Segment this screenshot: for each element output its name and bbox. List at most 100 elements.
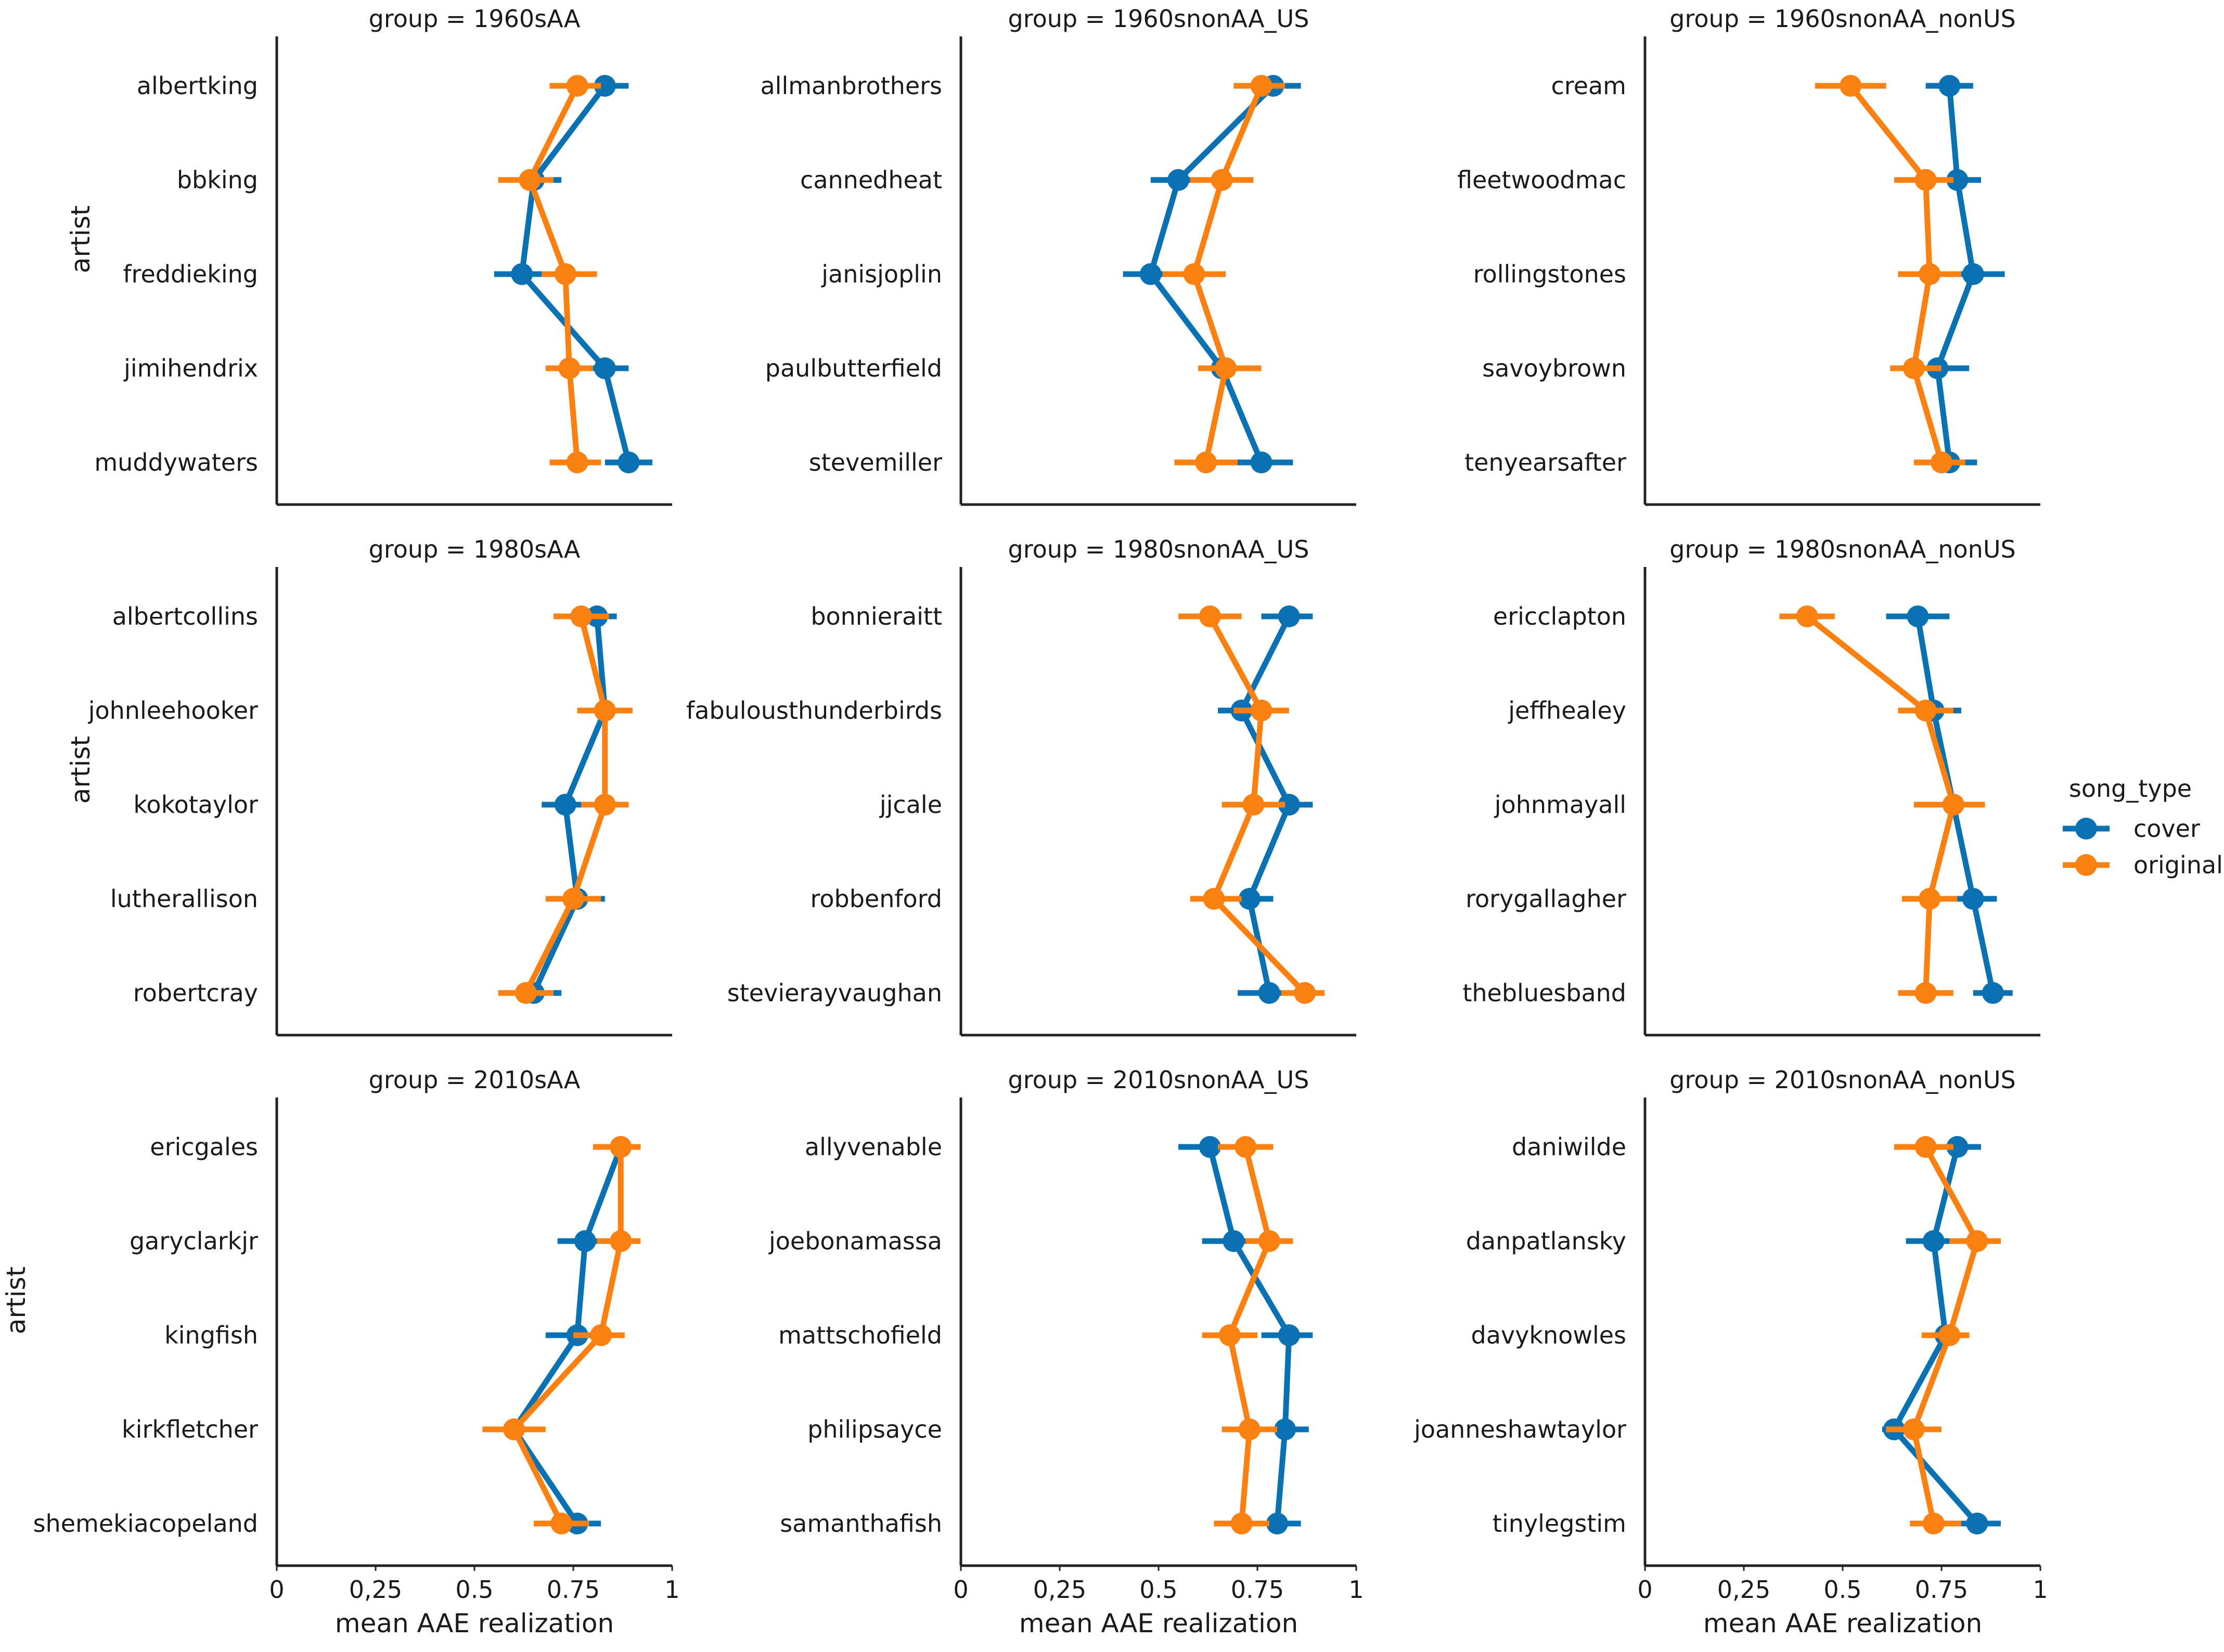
y-tick-label: kokotaylor [133, 791, 258, 819]
x-tick-label: 0.75 [1915, 1576, 1968, 1604]
data-point-cover [1278, 794, 1300, 816]
data-point-original [519, 169, 541, 191]
data-point-original [590, 1324, 612, 1346]
data-point-cover [1223, 1230, 1245, 1252]
data-point-cover [594, 75, 616, 97]
data-point-cover [1238, 888, 1261, 910]
x-tick-label: 0 [1637, 1576, 1652, 1604]
data-point-original [1183, 263, 1205, 285]
facet-title: group = 1960snonAA_US [1008, 5, 1309, 33]
y-tick-label: robbenford [810, 885, 942, 913]
data-point-original [1230, 1513, 1253, 1534]
data-point-original [1902, 357, 1925, 379]
series-original [498, 605, 633, 1004]
data-point-original [515, 982, 537, 1004]
x-tick-label: 0,25 [349, 1576, 402, 1604]
data-point-original [1919, 888, 1941, 910]
series-original [1815, 75, 1965, 473]
data-point-cover [1199, 1136, 1221, 1158]
y-tick-label: johnleehooker [88, 696, 258, 725]
data-point-cover [1966, 1513, 1988, 1534]
y-axis-label: artist [66, 736, 96, 804]
legend-label-cover: cover [2133, 815, 2200, 843]
data-point-original [1258, 1230, 1280, 1252]
y-tick-label: ericgales [150, 1133, 258, 1161]
x-tick-label: 0,25 [1717, 1576, 1770, 1604]
y-tick-label: tinylegstim [1493, 1509, 1626, 1538]
y-tick-label: jjcale [879, 791, 942, 819]
y-tick-label: cream [1551, 72, 1627, 100]
x-tick-label: 0.5 [455, 1576, 493, 1604]
data-point-original [1914, 700, 1937, 721]
data-point-original [1235, 1136, 1257, 1158]
data-point-cover [1922, 1230, 1945, 1252]
facet-panel: group = 1980snonAA_nonUS ericclapton jeffh… [1462, 535, 2040, 1037]
facet-title: group = 1960snonAA_nonUS [1669, 5, 2015, 33]
y-tick-label: philipsayce [807, 1415, 942, 1443]
data-point-original [1914, 169, 1937, 191]
facet-panel: group = 1980snonAA_US bonnieraitt fabulous… [686, 535, 1356, 1037]
data-point-original [1199, 605, 1221, 627]
data-point-cover [1946, 1136, 1969, 1158]
y-tick-label: jimihendrix [123, 354, 258, 382]
facet-panel: group = 2010sAA ericgales garyclarkjr kingf… [1, 1066, 680, 1638]
y-tick-label: albertcollins [112, 602, 258, 630]
data-point-cover [1278, 605, 1300, 627]
data-point-original [610, 1230, 632, 1252]
x-tick-label: 0 [953, 1576, 968, 1604]
y-tick-label: bonnieraitt [811, 602, 942, 630]
y-tick-label: stevierayvaughan [727, 979, 942, 1007]
series-original [1178, 605, 1325, 1004]
data-point-original [570, 605, 593, 627]
data-point-original [1215, 357, 1237, 379]
y-tick-label: robertcray [133, 979, 258, 1007]
x-tick-label: 1 [1348, 1576, 1364, 1604]
y-tick-label: allyvenable [805, 1133, 942, 1161]
x-tick-label: 0,25 [1033, 1576, 1086, 1604]
x-tick-label: 1 [2033, 1576, 2048, 1604]
data-point-original [1195, 451, 1217, 473]
data-point-original [1966, 1230, 1988, 1252]
facet-panel: group = 2010snonAA_nonUS daniwilde danpatl… [1413, 1066, 2048, 1638]
data-point-cover [1907, 605, 1929, 627]
y-tick-label: shemekiacopeland [33, 1509, 258, 1538]
facet-title: group = 2010snonAA_nonUS [1669, 1066, 2015, 1094]
data-point-cover [618, 451, 640, 473]
data-point-original [1914, 982, 1937, 1004]
data-point-original [1796, 605, 1818, 627]
y-tick-label: janisjoplin [821, 260, 942, 288]
data-point-cover [1258, 982, 1280, 1004]
y-tick-label: kingfish [164, 1321, 258, 1349]
data-point-original [1238, 1418, 1261, 1440]
x-axis-label: mean AAE realization [1019, 1608, 1298, 1638]
y-tick-label: rollingstones [1473, 260, 1626, 288]
y-tick-label: davyknowles [1471, 1321, 1626, 1349]
facet-title: group = 1980snonAA_nonUS [1669, 535, 2015, 563]
data-point-original [550, 1513, 573, 1534]
y-tick-label: garyclarkjr [130, 1227, 258, 1255]
data-point-original [1840, 75, 1862, 97]
series-cover [1123, 75, 1301, 473]
data-point-cover [1962, 263, 1984, 285]
facet-panel: group = 1980sAA albertcollins johnleehooke… [66, 535, 672, 1037]
x-tick-label: 0.5 [1823, 1576, 1861, 1604]
data-point-original [1942, 794, 1964, 816]
data-point-cover [1139, 263, 1162, 285]
legend-marker-cover [2075, 818, 2097, 840]
data-point-original [1250, 700, 1272, 721]
data-point-original [1242, 794, 1265, 816]
data-point-original [1938, 1324, 1961, 1346]
y-tick-label: albertking [137, 72, 258, 100]
facet-panel: group = 2010snonAA_US allyvenable joebonam… [768, 1066, 1364, 1638]
y-tick-label: jeffhealey [1508, 696, 1626, 725]
data-point-original [1294, 982, 1316, 1004]
data-point-cover [1274, 1418, 1296, 1440]
data-point-cover [574, 1230, 596, 1252]
y-tick-label: freddieking [123, 260, 258, 288]
y-tick-label: fleetwoodmac [1457, 166, 1626, 194]
data-point-original [1250, 75, 1272, 97]
series-original [498, 75, 601, 473]
data-point-original [1931, 451, 1952, 473]
y-tick-label: thebluesband [1462, 979, 1626, 1007]
